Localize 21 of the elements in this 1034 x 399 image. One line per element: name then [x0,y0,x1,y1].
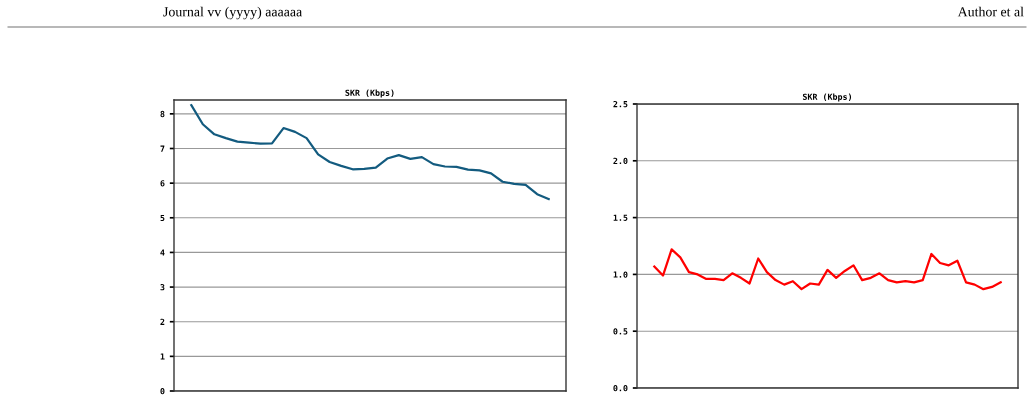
y-tick-label: 1.0 [613,271,628,278]
y-tick-label: 2 [160,318,165,325]
y-tick-label: 2.5 [613,100,628,108]
y-tick-label: 0.5 [613,328,628,335]
y-tick-label: 3 [160,284,165,291]
y-tick-label: 2.0 [613,157,628,165]
y-tick-label: 8 [160,110,165,118]
text: Author et al [957,6,1024,17]
line-series [190,104,550,201]
y-tick-label: 4 [160,249,165,256]
y-tick-label: 7 [160,145,165,152]
chart-title: SKR (Kbps) [802,93,852,102]
y-tick-label: 6 [160,180,165,187]
y-tick-label: 0 [160,387,165,395]
y-tick-label: 0.0 [613,384,628,392]
y-tick-label: 1.5 [613,214,628,221]
text: Journal vv (yyyy) aaaaaa [163,6,303,20]
line-series [653,248,1002,291]
chart-title: SKR (Kbps) [345,89,394,98]
y-tick-label: 5 [160,214,165,222]
y-tick-label: 1 [160,353,165,360]
